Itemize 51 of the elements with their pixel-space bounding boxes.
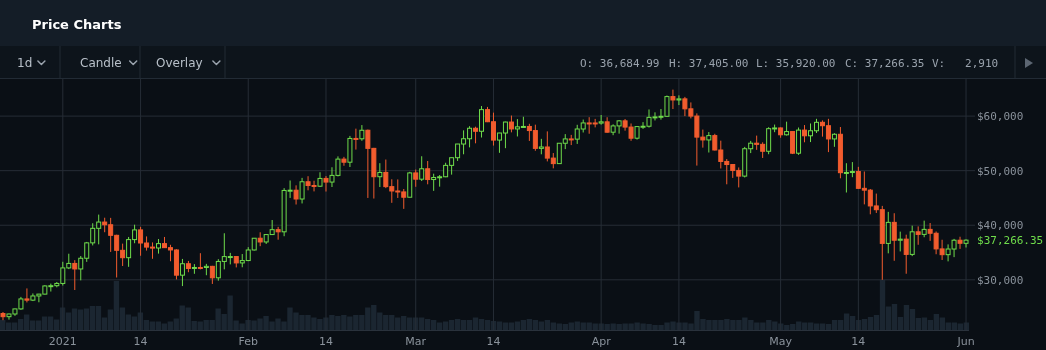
- chart-title: Price Charts: [32, 17, 122, 32]
- candlestick: [293, 184, 299, 205]
- y-tick-label: $30,000: [977, 273, 1024, 287]
- x-tick-label: 14: [851, 335, 866, 348]
- x-tick-label: Jun: [956, 335, 975, 348]
- x-tick-label: 14: [671, 335, 686, 348]
- candlestick: [796, 127, 802, 156]
- candlestick: [706, 131, 712, 153]
- candlestick: [425, 160, 431, 185]
- candlestick: [323, 175, 329, 193]
- text: V: 2,910: [932, 57, 999, 70]
- x-tick-label: 14: [486, 335, 501, 348]
- candlestick: [419, 155, 425, 182]
- candlestick: [179, 258, 185, 287]
- x-tick-label: 14: [133, 335, 148, 348]
- candlestick: [909, 225, 915, 257]
- x-tick-label: 14: [319, 335, 333, 348]
- y-tick-label: $50,000: [977, 164, 1024, 178]
- candlestick: [957, 236, 963, 250]
- candlestick: [0, 311, 6, 321]
- candlestick: [915, 225, 921, 246]
- candlestick: [72, 259, 78, 291]
- text: H: 37,405.00: [669, 57, 749, 70]
- candlestick: [347, 135, 353, 168]
- candlestick: [670, 89, 676, 110]
- candlestick: [891, 212, 897, 262]
- x-tick-label: Mar: [405, 335, 427, 348]
- x-tick-label: Feb: [238, 335, 258, 348]
- candlestick: [885, 211, 891, 254]
- text: Candle: [80, 56, 122, 70]
- x-tick-label: May: [769, 335, 793, 348]
- candlestick: [897, 231, 903, 252]
- text: L: 35,920.00: [756, 57, 836, 70]
- candlestick: [676, 94, 682, 106]
- annotation: $37,266.35: [977, 234, 1044, 248]
- x-tick-label: 2021: [48, 335, 77, 348]
- text: O: 36,684.99: [580, 57, 660, 70]
- y-tick-label: $60,000: [977, 110, 1024, 124]
- candlestick: [275, 226, 281, 241]
- text: C: 37,266.35: [845, 57, 925, 70]
- candlestick: [299, 177, 305, 204]
- candlestick: [377, 162, 383, 188]
- candlestick: [479, 105, 485, 138]
- text: 1d: [17, 56, 33, 70]
- x-tick-label: Apr: [591, 335, 612, 348]
- y-tick-label: $40,000: [977, 219, 1024, 233]
- candlestick: [353, 128, 359, 151]
- text: Overlay: [156, 56, 203, 70]
- candlestick: [24, 287, 30, 303]
- candlestick: [963, 238, 969, 248]
- candlestick: [903, 234, 909, 275]
